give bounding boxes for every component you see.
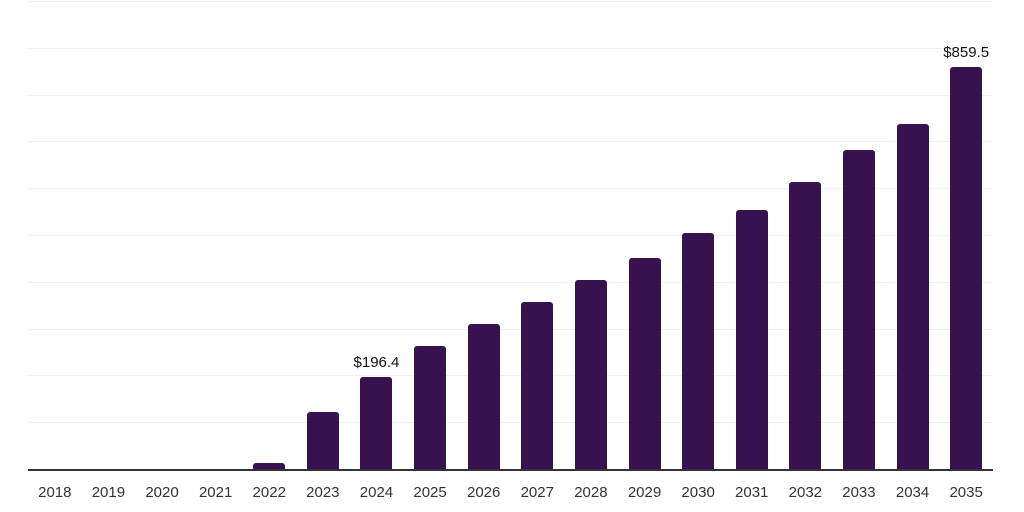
band-2018 [28,1,82,469]
x-tick-label-2024: 2024 [359,484,394,501]
band-2030 [671,1,725,469]
bar-2032 [789,182,822,469]
x-tick-label-2032: 2032 [788,484,823,501]
x-tick-label-2030: 2030 [681,484,715,501]
bar-2027 [521,301,554,469]
x-tick-label-2034: 2034 [895,484,930,501]
gridline-900 [28,47,993,49]
x-tick-label-2020: 2020 [145,484,179,501]
gridline-200 [28,375,993,377]
band-2032 [779,1,833,469]
data-label-2035: $859.5 [943,43,990,61]
band-2033 [832,1,886,469]
gridline-400 [28,281,993,283]
x-tick-label-2028: 2028 [574,484,608,501]
x-tick-label-2027: 2027 [520,484,554,501]
band-2025 [403,1,457,469]
x-tick-label-2035: 2035 [949,484,983,501]
x-tick-label-2029: 2029 [627,484,662,501]
bar-2025 [414,346,447,469]
bar-2031 [735,210,768,469]
band-2024: $196.4 [350,1,404,469]
band-2034 [886,1,940,469]
x-tick-label-2022: 2022 [252,484,286,501]
bars-layer: $196.4 $859.5 [28,1,993,469]
gridline-800 [28,94,993,96]
band-2028 [564,1,618,469]
bar-2023 [306,411,339,469]
band-2019 [82,1,136,469]
x-tick-label-2031: 2031 [735,484,769,501]
bar-2022 [253,462,286,469]
x-tick-label-2025: 2025 [413,484,447,501]
band-2027 [510,1,564,469]
bar-2028 [574,279,607,469]
bar-2024 [360,377,393,469]
band-2022 [242,1,296,469]
band-2020 [135,1,189,469]
bar-2035 [950,66,983,469]
bar-2026 [467,323,500,469]
x-tick-label-2021: 2021 [198,484,233,501]
data-label-2024: $196.4 [353,354,400,372]
x-tick-label-2018: 2018 [38,484,72,501]
gridline-500 [28,235,993,236]
bar-2034 [896,124,929,469]
band-2026 [457,1,511,469]
bar-2030 [682,232,715,469]
gridline-700 [28,141,993,143]
band-2029 [618,1,672,469]
bar-2029 [628,258,661,469]
x-axis: 2018 2019 2020 2021 2022 2023 2024 2025 2026 2027… [28,484,993,501]
band-2031 [725,1,779,469]
gridline-300 [28,328,993,330]
band-2021 [189,1,243,469]
x-tick-label-2026: 2026 [466,484,501,501]
gridline-100 [28,422,993,424]
plot-area: $196.4 $859.5 [28,1,993,471]
bar-2033 [842,149,875,469]
x-tick-label-2023: 2023 [306,484,340,501]
gridline-600 [28,188,993,190]
band-2035: $859.5 [939,1,993,469]
gridline-1000 [28,1,993,2]
x-tick-label-2019: 2019 [91,484,126,501]
gridline-layer [28,1,993,469]
x-tick-label-2033: 2033 [842,484,876,501]
band-2023 [296,1,350,469]
